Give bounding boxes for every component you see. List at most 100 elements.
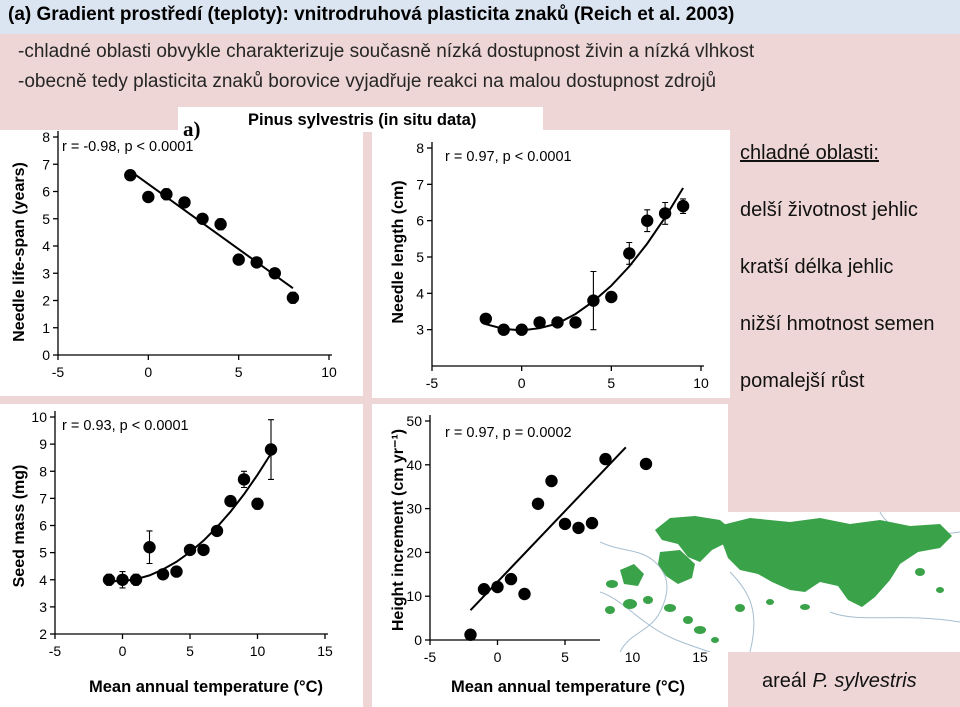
side-list-item: pomalejší růst [740,370,865,392]
coastline [729,571,755,652]
chart-1-y-tick-label: 4 [42,238,50,254]
chart-4-data-point [504,572,518,586]
chart-4-y-tick-label: 50 [406,413,422,429]
chart-1-x-tick-label: 5 [235,364,243,380]
chart-3-data-point [264,443,278,456]
chart-3: 2 3 4 5 6 7 8 9 10 -5 0 5 10 15 r = 0.93, p < 0.0001 Se… [11,409,333,696]
chart-2-y-axis-label: Needle length (cm) [390,180,407,323]
chart-2-stats-annotation: r = 0.97, p < 0.0001 [445,149,572,165]
chart-4-x-tick-label: 0 [494,649,502,665]
chart-2-data-point [551,316,564,329]
chart-3-data-point [143,541,156,554]
chart-1-stats-annotation: r = -0.98, p < 0.0001 [62,139,193,155]
chart-1-x-tick-label: 10 [321,364,337,380]
range-area [718,518,952,607]
chart-1-data-point [286,291,300,304]
chart-1-data-point [124,169,137,182]
chart-1-data-point [268,267,281,280]
chart-2-data-point [641,214,654,227]
chart-1-y-tick-label: 3 [42,265,50,281]
range-area [658,550,695,584]
chart-2-trend-line [485,187,684,332]
chart-2-data-point [533,316,546,329]
chart-3-data-point [129,573,143,586]
map-caption-species: P. sylvestris [812,670,917,692]
chart-3-y-tick-label: 3 [39,599,47,615]
chart-3-x-tick-label: 0 [119,643,127,659]
range-area [643,596,653,604]
chart-2-data-point [479,312,492,325]
chart-1-trend-line [129,170,294,290]
chart-3-y-tick-label: 10 [31,409,47,425]
chart-2-data-point [497,323,510,336]
chart-4-x-tick-label: 10 [625,649,641,665]
chart-2: 3 4 5 6 7 8 -5 0 5 10 r = 0.97, p < 0.0001 Needle l… [390,140,709,391]
bullet-line: -chladné oblasti obvykle charakterizuje … [18,41,755,62]
map-caption: areál P. sylvestris [762,670,917,692]
title-bar: (a) Gradient prostředí (teploty): vnitro… [0,0,960,34]
chart-4-data-point [477,583,491,596]
chart-4-x-tick-label: -5 [424,649,437,665]
figure-panel-seed-mass [0,404,363,707]
chart-1-data-point [250,256,263,269]
range-area [683,616,693,624]
side-list-item: nižší hmotnost semen [740,313,935,335]
coastline [600,591,711,652]
chart-2-x-tick-label: 10 [693,375,709,391]
range-area [694,626,706,634]
chart-3-y-tick-label: 9 [39,436,47,452]
chart-2-y-tick-label: 5 [416,249,424,265]
chart-4-data-point [599,452,612,466]
chart-3-x-tick-label: 5 [186,643,194,659]
range-area [735,604,745,612]
chart-4-y-tick-label: 20 [406,544,422,560]
chart-3-data-point [116,573,129,586]
chart-1-y-axis-label: Needle life-span (years) [11,162,28,342]
coastline [600,541,668,652]
chart-1-x-tick-label: -5 [52,364,65,380]
range-area [605,606,615,614]
chart-1-data-point [160,188,173,201]
chart-3-data-point [224,494,237,508]
coastlines [600,512,960,652]
chart-1-y-tick-label: 5 [42,211,50,227]
side-list: chladné oblasti: delší životnost jehlic … [740,142,935,427]
chart-3-data-point [210,524,224,538]
chart-3-data-point [251,497,264,510]
figure-panel-needle-lifespan [0,130,363,396]
chart-1-y-tick-label: 1 [42,320,50,336]
range-area [915,568,925,576]
chart-3-data-point [170,565,183,578]
chart-4-stats-annotation: r = 0.97, p = 0.0002 [445,425,572,441]
range-area [664,604,676,612]
chart-1-data-point [142,190,155,204]
chart-4-data-point [558,517,572,531]
chart-3-x-tick-label: 15 [317,643,333,659]
chart-3-y-tick-label: 5 [39,545,47,561]
chart-4-data-point [572,521,585,535]
figure-label-box [178,107,543,132]
side-list-item: kratší délka jehlic [740,256,894,278]
chart-1-y-tick-label: 6 [42,184,50,200]
chart-1-y-tick-label: 7 [42,156,50,172]
chart-3-y-tick-label: 8 [39,463,47,479]
chart-4-data-point [518,587,531,601]
chart-4-data-point [531,497,545,510]
chart-4-y-tick-label: 40 [406,457,422,473]
chart-3-y-axis-label: Seed mass (mg) [11,465,28,588]
chart-4-y-tick-label: 30 [406,501,422,517]
range-area [620,564,644,586]
chart-2-x-tick-label: -5 [426,375,439,391]
figure-title: Pinus sylvestris (in situ data) [248,111,477,129]
chart-4-data-point [491,580,504,594]
chart-2-y-tick-label: 7 [416,176,424,192]
chart-3-x-tick-label: -5 [49,643,62,659]
chart-3-trend-line [109,453,272,583]
figure-panel-label: a) [183,117,201,141]
chart-4-y-axis-label: Height increment (cm yr⁻¹) [390,429,407,631]
chart-4-data-point [464,628,477,641]
range-area [655,516,732,562]
chart-2-data-point [658,207,672,220]
